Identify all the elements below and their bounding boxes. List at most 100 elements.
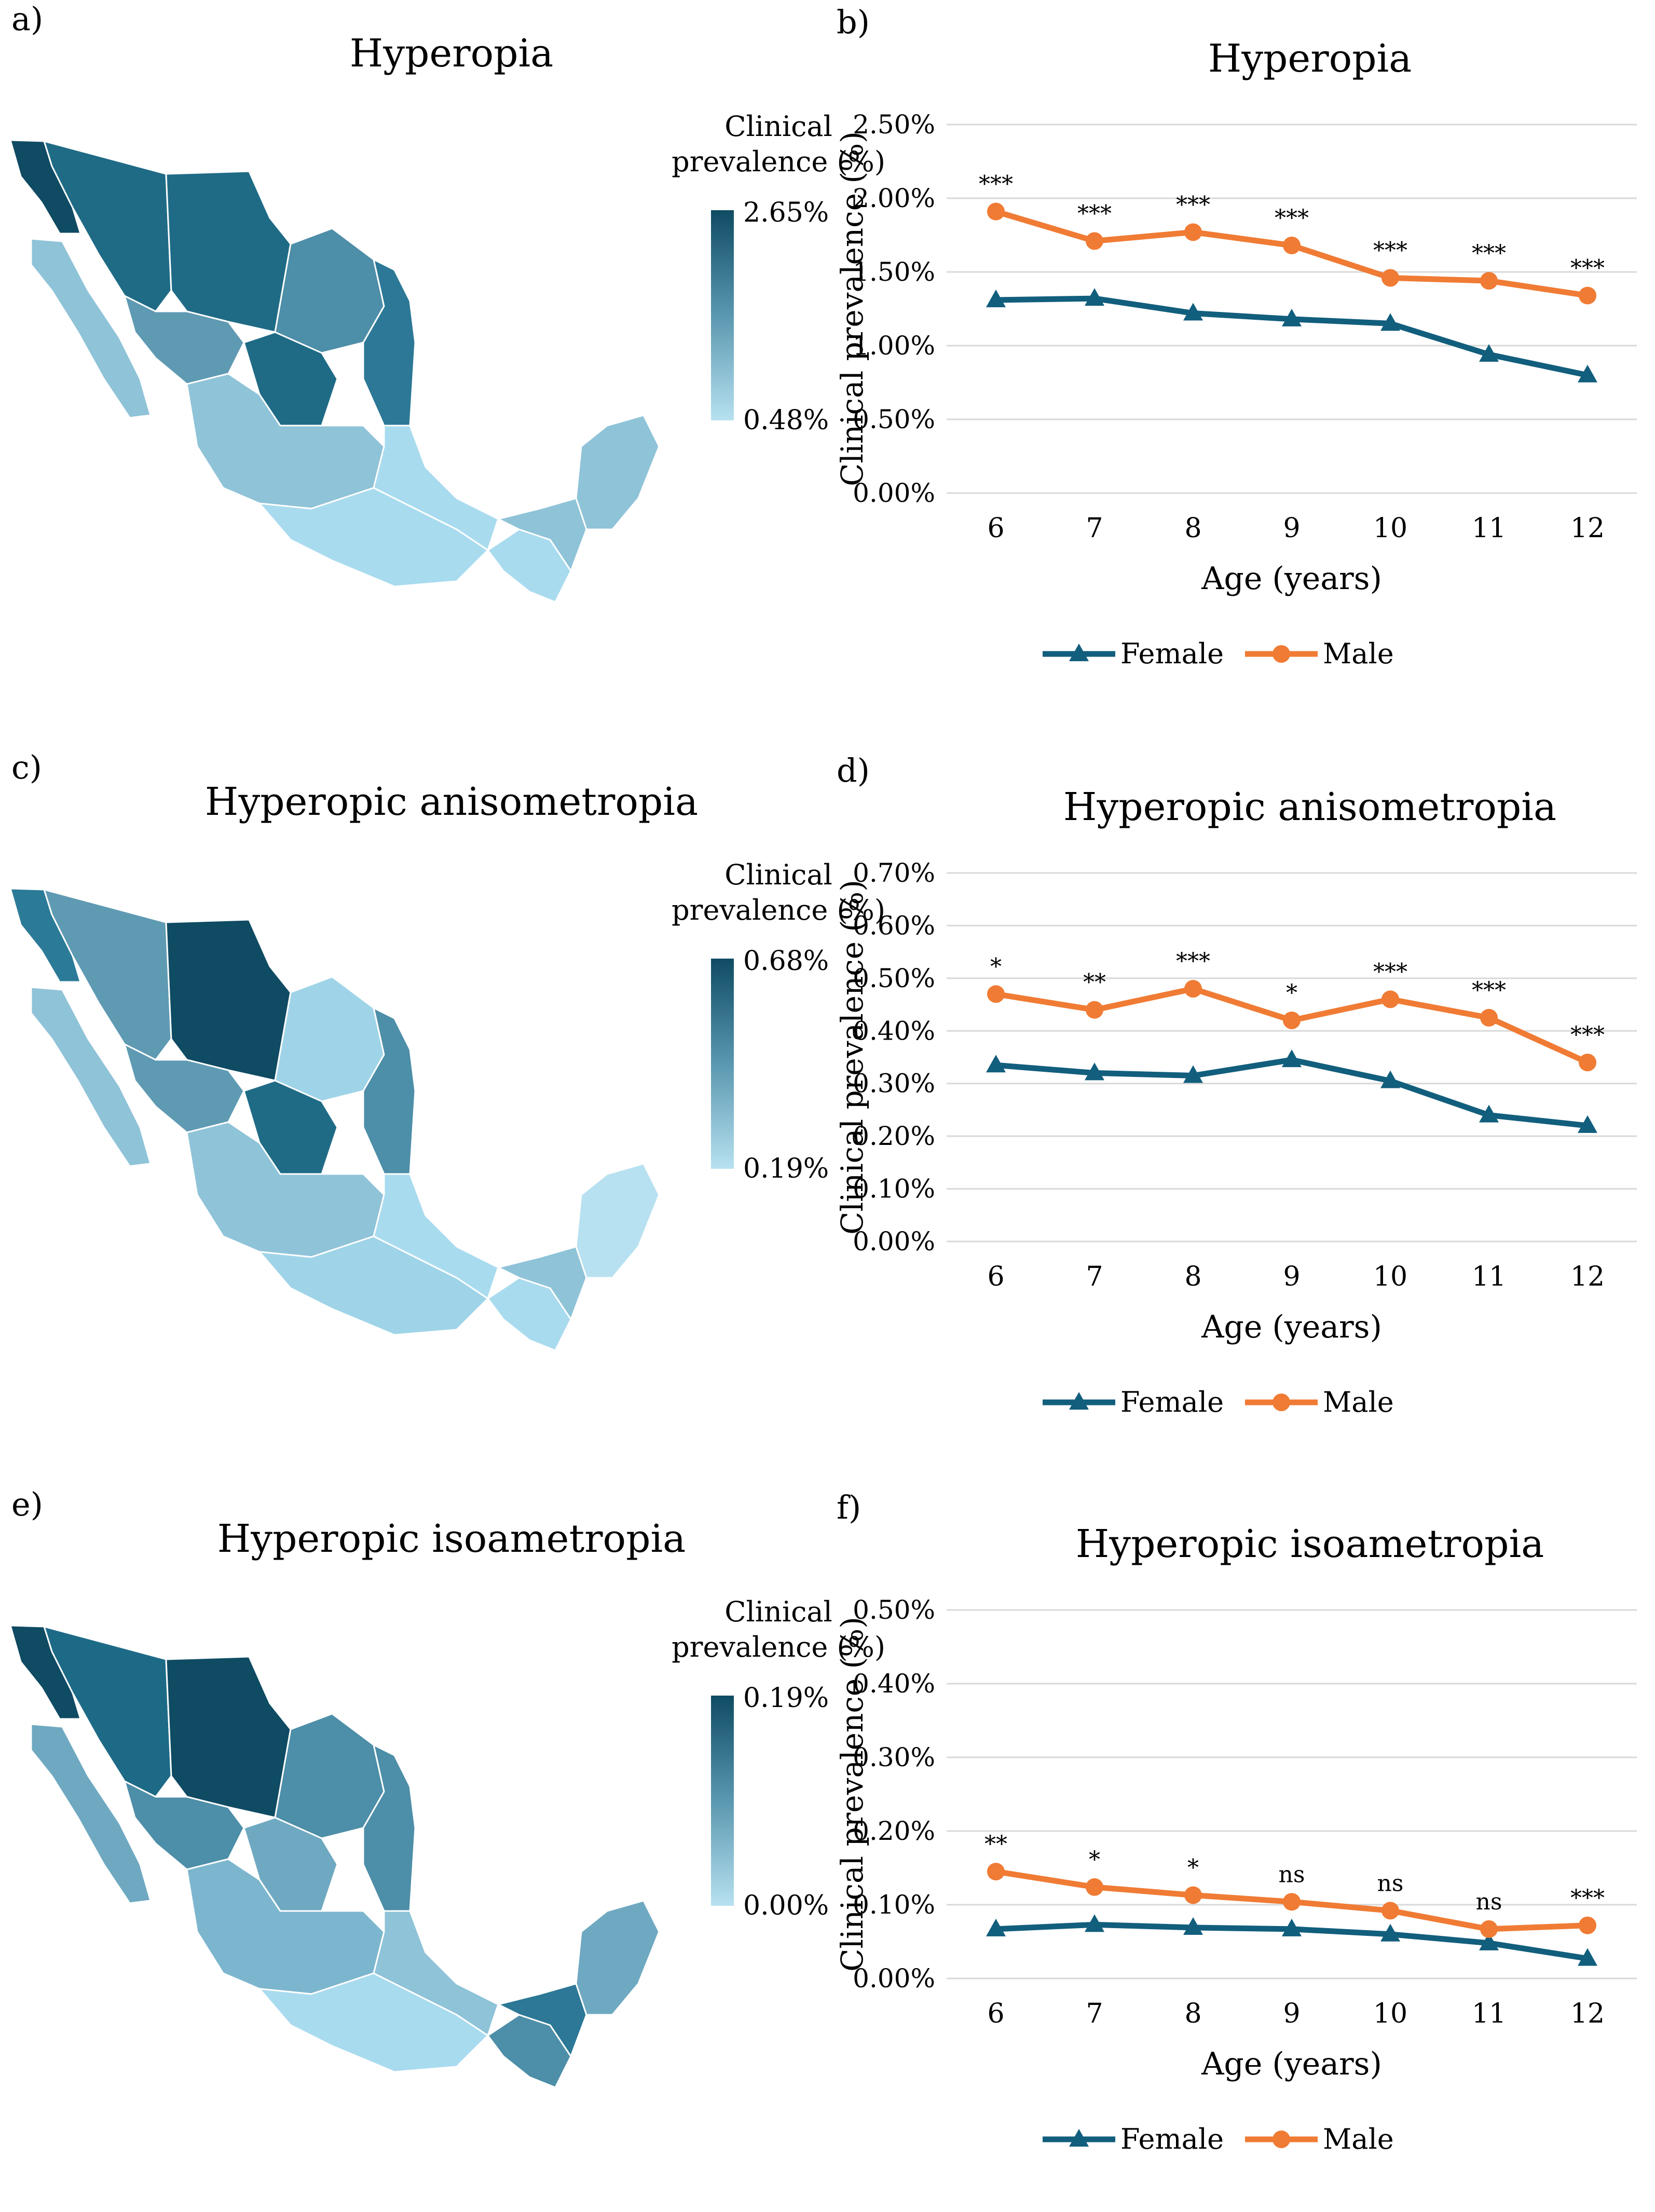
data-point-female — [1183, 1065, 1203, 1083]
x-tick-label: 7 — [1086, 1998, 1103, 2029]
y-tick-label: 0.40% — [853, 1016, 935, 1046]
legend-title: Clinical prevalence (%) — [672, 858, 885, 926]
data-point-male — [1086, 1001, 1103, 1019]
data-point-female — [1282, 1918, 1302, 1936]
y-tick-label: 0.50% — [853, 963, 935, 993]
significance-label: *** — [1373, 237, 1407, 264]
panel-label: b) — [837, 3, 870, 41]
legend-min-value: 0.19% — [743, 1153, 829, 1184]
data-point-female — [986, 1918, 1006, 1936]
legend-label-male: Male — [1323, 1386, 1394, 1418]
x-tick-label: 12 — [1570, 1261, 1605, 1292]
legend-label-male: Male — [1323, 2123, 1394, 2155]
significance-label: *** — [1570, 1885, 1605, 1911]
significance-label: *** — [1176, 192, 1210, 218]
data-point-male — [1382, 269, 1399, 287]
data-point-female — [1183, 303, 1203, 321]
significance-label: ns — [1476, 1889, 1502, 1915]
x-tick-label: 6 — [987, 513, 1004, 544]
data-point-male — [1283, 236, 1301, 254]
x-tick-label: 9 — [1283, 1998, 1300, 2029]
x-tick-label: 7 — [1086, 1261, 1103, 1292]
legend-label-female: Female — [1120, 637, 1224, 670]
x-tick-label: 6 — [987, 1998, 1004, 2029]
x-axis-label: Age (years) — [1201, 2046, 1382, 2082]
x-tick-label: 9 — [1283, 513, 1300, 544]
color-scale-bar — [711, 959, 734, 1169]
significance-label: *** — [1570, 1022, 1605, 1048]
y-tick-label: 2.00% — [853, 183, 935, 213]
significance-label: ns — [1377, 1870, 1404, 1896]
data-point-male — [1579, 1054, 1596, 1072]
data-point-male — [1184, 1886, 1202, 1904]
map-title: Hyperopic isoametropia — [217, 1517, 686, 1561]
data-point-male — [1086, 1878, 1103, 1896]
significance-label: ** — [1083, 970, 1106, 996]
legend-marker-male — [1273, 2131, 1290, 2148]
map-region-baja-sur — [30, 238, 152, 419]
chart-panel-d: d) Hyperopic anisometropia 0.00% 0.10% 0.20%… — [827, 748, 1654, 1475]
x-tick-label: 10 — [1373, 513, 1407, 544]
line-chart: d) Hyperopic anisometropia 0.00% 0.10% 0.20%… — [835, 752, 1637, 1418]
data-point-female — [1282, 308, 1302, 326]
x-tick-label: 12 — [1570, 513, 1605, 544]
data-point-male — [987, 202, 1005, 221]
y-axis-label: Clinical prevalence (%) — [835, 880, 870, 1235]
map-region-tabasco-campeche — [497, 1983, 587, 2057]
data-point-male — [1283, 1012, 1301, 1029]
y-tick-label: 0.10% — [853, 1174, 935, 1204]
x-tick-label: 11 — [1472, 1998, 1506, 2029]
data-point-female — [1578, 1115, 1597, 1133]
y-tick-label: 0.00% — [853, 1963, 935, 1993]
chart-panel-b: b) Hyperopia 0.00% 0.50% 1.00% 1.50% 2.00% 2.50… — [827, 0, 1654, 727]
series-line-female — [995, 1057, 1588, 1129]
data-point-female — [1183, 1917, 1203, 1935]
x-axis-label: Age (years) — [1201, 561, 1382, 597]
x-tick-label: 11 — [1472, 1261, 1506, 1292]
legend-marker-male — [1273, 1394, 1290, 1411]
significance-label: *** — [1472, 977, 1506, 1004]
legend-label-female: Female — [1120, 1386, 1224, 1418]
choropleth-map — [9, 139, 660, 603]
legend-min-value: 0.48% — [743, 405, 829, 436]
choropleth-map — [9, 1624, 660, 2088]
y-tick-label: 0.30% — [853, 1742, 935, 1772]
x-tick-label: 6 — [987, 1261, 1004, 1292]
data-point-female — [1380, 1923, 1400, 1942]
map-title: Hyperopia — [349, 31, 554, 76]
map-region-yucatan-qroo — [575, 414, 660, 530]
map-panel-c: c) Hyperopic anisometropia Clinical prev… — [0, 748, 885, 1475]
significance-label: *** — [1472, 240, 1506, 267]
data-point-male — [1480, 1008, 1498, 1027]
data-point-female — [1479, 1932, 1499, 1950]
map-region-sinaloa-durango — [124, 1780, 245, 1870]
data-point-female — [1380, 1070, 1400, 1088]
data-point-male — [1184, 980, 1202, 998]
x-tick-label: 9 — [1283, 1261, 1300, 1292]
legend-label-female: Female — [1120, 2123, 1224, 2155]
map-region-chihuahua — [165, 919, 292, 1082]
data-point-female — [1578, 1948, 1597, 1966]
data-point-male — [1086, 232, 1103, 250]
chart-title: Hyperopic isoametropia — [1076, 1522, 1544, 1566]
data-point-female — [1479, 1104, 1499, 1123]
panel-label: a) — [11, 0, 44, 38]
x-tick-label: 8 — [1184, 1998, 1201, 2029]
y-tick-label: 0.60% — [853, 910, 935, 940]
legend-max-value: 0.19% — [743, 1683, 829, 1714]
panel-label: e) — [11, 1485, 43, 1523]
color-scale-bar — [711, 1696, 734, 1906]
data-point-female — [986, 1055, 1006, 1073]
y-tick-label: 0.10% — [853, 1890, 935, 1920]
y-tick-label: 0.00% — [853, 478, 935, 508]
color-scale-bar — [711, 210, 734, 420]
chart-title: Hyperopic anisometropia — [1063, 785, 1556, 829]
data-point-female — [1380, 313, 1400, 331]
y-tick-label: 0.40% — [853, 1669, 935, 1699]
data-point-female — [1085, 288, 1104, 306]
y-tick-label: 0.00% — [853, 1226, 935, 1257]
y-tick-label: 0.50% — [853, 404, 935, 434]
data-point-male — [987, 1863, 1005, 1881]
y-tick-label: 0.70% — [853, 858, 935, 888]
map-title: Hyperopic anisometropia — [204, 780, 699, 824]
